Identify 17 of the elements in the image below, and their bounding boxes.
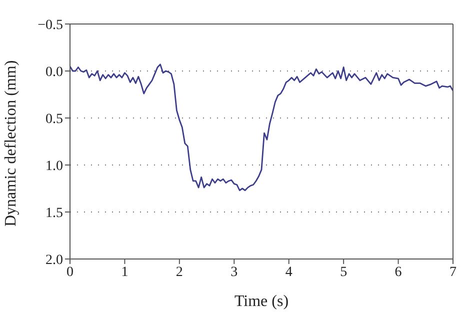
x-axis-title: Time (s) (234, 293, 289, 310)
x-tick-label: 6 (394, 264, 402, 280)
x-tick-label: 1 (121, 264, 128, 280)
x-tick-label: 4 (285, 264, 292, 280)
x-tick-label: 0 (66, 264, 74, 280)
y-tick-label: 2.0 (46, 252, 63, 268)
y-tick-label: 1.0 (46, 158, 63, 174)
y-tick-label: 1.5 (46, 206, 63, 221)
y-tick-label: −0.5 (38, 18, 63, 33)
y-tick-label: 0.5 (46, 112, 63, 127)
y-axis-title: Dynamic deflection (mm) (2, 60, 20, 226)
x-tick-label: 5 (340, 264, 348, 280)
y-tick-label: 0.0 (46, 64, 63, 80)
x-tick-label: 2 (176, 264, 183, 280)
x-tick-label: 7 (450, 264, 456, 280)
line-series (70, 64, 453, 192)
x-tick-label: 3 (230, 264, 238, 280)
